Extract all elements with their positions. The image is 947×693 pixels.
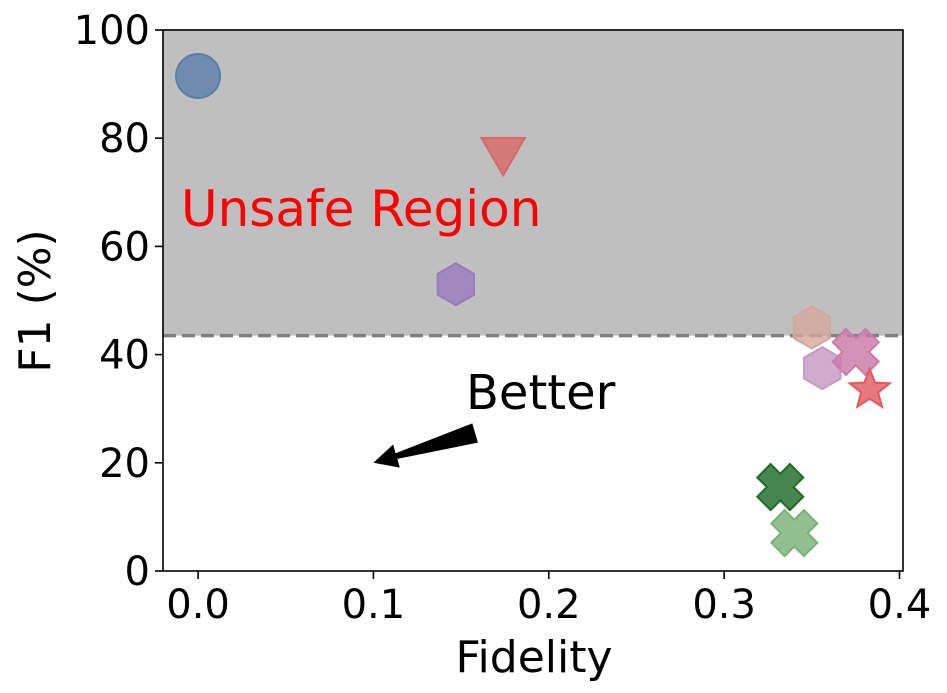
plot-frame xyxy=(162,29,904,572)
x-axis-title: Fidelity xyxy=(455,632,612,683)
point-star xyxy=(847,366,893,410)
point-cross xyxy=(769,508,819,558)
y-tick-label: 60 xyxy=(99,224,150,270)
data-points xyxy=(175,52,893,558)
unsafe-region-label: Unsafe Region xyxy=(181,180,541,238)
unsafe-region xyxy=(163,30,903,336)
y-tick-label: 20 xyxy=(99,441,150,487)
y-axis-ticks: 0 20 40 60 80 100 xyxy=(74,8,163,595)
point-hexagon xyxy=(436,262,475,307)
y-axis-title: F1 (%) xyxy=(10,229,61,372)
point-hexagon xyxy=(792,305,831,350)
y-tick-label: 80 xyxy=(99,116,150,162)
point-cross xyxy=(755,462,805,512)
y-tick-label: 0 xyxy=(125,549,150,595)
y-tick-label: 100 xyxy=(74,8,150,54)
x-tick-label: 0.3 xyxy=(692,582,756,628)
point-triangle-down xyxy=(479,136,527,178)
point-cross xyxy=(831,327,881,377)
x-tick-label: 0.4 xyxy=(868,582,932,628)
x-tick-label: 0.2 xyxy=(517,582,581,628)
x-axis-ticks: 0.0 0.1 0.2 0.3 0.4 xyxy=(166,571,931,628)
point-hexagon xyxy=(803,345,842,391)
better-arrow xyxy=(373,423,478,468)
better-label: Better xyxy=(466,365,616,421)
point-circle xyxy=(175,52,222,99)
y-tick-label: 40 xyxy=(99,333,150,379)
x-tick-label: 0.1 xyxy=(342,582,406,628)
x-tick-label: 0.0 xyxy=(166,582,230,628)
